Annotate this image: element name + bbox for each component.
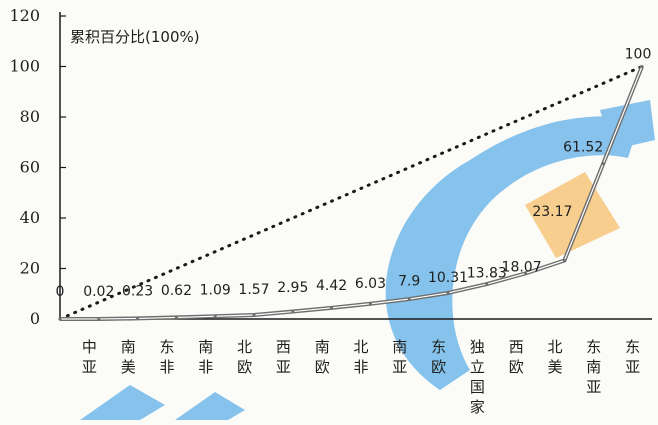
category-label: 东亚 (625, 338, 640, 376)
curve-point (407, 297, 411, 301)
category-label: 中亚 (82, 338, 97, 376)
curve-point (291, 310, 295, 314)
category-label: 北欧 (237, 338, 252, 376)
y-tick-label: 120 (9, 6, 40, 25)
y-tick-label: 40 (20, 208, 40, 227)
curve-point (524, 271, 528, 275)
data-label: 13.83 (467, 265, 507, 281)
curve-point (136, 316, 140, 320)
axes: 0 20 40 60 80 100 120 累积百分比(100%) (9, 6, 652, 328)
curve-point (58, 317, 62, 321)
curve-point (330, 306, 334, 310)
curve-point (368, 302, 372, 306)
category-label: 西欧 (509, 338, 524, 376)
category-label: 南非 (198, 338, 213, 376)
data-label: 100 (625, 47, 652, 63)
watermark-blue-slash (80, 385, 165, 420)
curve-point (485, 282, 489, 286)
data-label: 7.9 (398, 273, 420, 289)
data-label: 61.52 (563, 140, 603, 156)
watermark-blue-slash-2 (175, 392, 245, 420)
data-label: 4.42 (316, 278, 347, 294)
y-axis-title: 累积百分比(100%) (70, 28, 200, 46)
y-tick-label: 20 (20, 259, 40, 278)
watermark-blue-arc (385, 116, 640, 391)
reference-line (58, 65, 644, 321)
curve-point (213, 314, 217, 318)
curve-point (97, 317, 101, 321)
data-labels: 0 0.02 0.23 0.62 1.09 1.57 2.95 4.42 6.03 7.9 10.3… (56, 47, 652, 301)
data-label: 1.09 (200, 283, 231, 299)
category-label: 南亚 (392, 338, 407, 376)
category-label: 独立国家 (470, 338, 485, 416)
data-label: 23.17 (532, 204, 572, 220)
y-tick-label: 0 (30, 309, 40, 328)
curve-point (252, 313, 256, 317)
data-label: 2.95 (277, 280, 308, 296)
watermark (80, 100, 655, 420)
curve-point (174, 315, 178, 319)
y-tick-label: 80 (20, 107, 40, 126)
category-label: 东欧 (431, 338, 446, 376)
category-label: 北非 (353, 338, 368, 376)
category-label: 东非 (159, 338, 174, 376)
data-label: 0 (56, 284, 65, 300)
category-label: 西亚 (276, 338, 291, 376)
category-label: 南美 (121, 338, 136, 376)
category-label: 南欧 (315, 338, 330, 376)
category-label: 北美 (547, 338, 562, 376)
equality-line (58, 65, 644, 321)
data-label: 1.57 (238, 282, 269, 298)
curve-point (640, 65, 644, 68)
curve-point (446, 291, 450, 295)
data-label: 0.23 (122, 284, 153, 300)
category-label: 东南亚 (586, 338, 601, 396)
y-tick-label: 100 (9, 57, 40, 76)
data-label: 6.03 (355, 276, 386, 292)
watermark-orange-block (525, 172, 620, 258)
curve (58, 65, 644, 321)
data-label: 18.07 (502, 260, 542, 276)
cumulative-curve-highlight (59, 66, 643, 320)
y-tick-label: 60 (20, 158, 40, 177)
data-label: 10.31 (428, 270, 468, 286)
data-label: 0.02 (83, 284, 114, 300)
curve-point (562, 258, 566, 262)
curve-point (601, 162, 605, 166)
data-label: 0.62 (161, 283, 192, 299)
